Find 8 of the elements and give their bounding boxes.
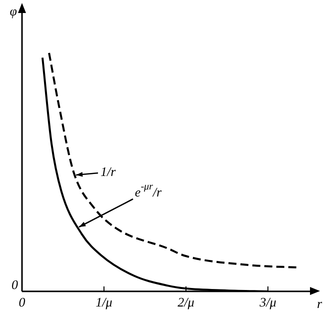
y-axis-title: φ — [10, 3, 17, 18]
x-tick-label: 2/μ — [178, 294, 195, 310]
x-tick-label: 3/μ — [258, 294, 277, 310]
text: 0 — [12, 276, 18, 292]
x-tick-label: 1/μ — [96, 294, 113, 310]
x-tick-label: 0 — [18, 294, 26, 310]
x-axis-title: r — [317, 296, 323, 311]
annotation: 1/r — [100, 164, 117, 179]
